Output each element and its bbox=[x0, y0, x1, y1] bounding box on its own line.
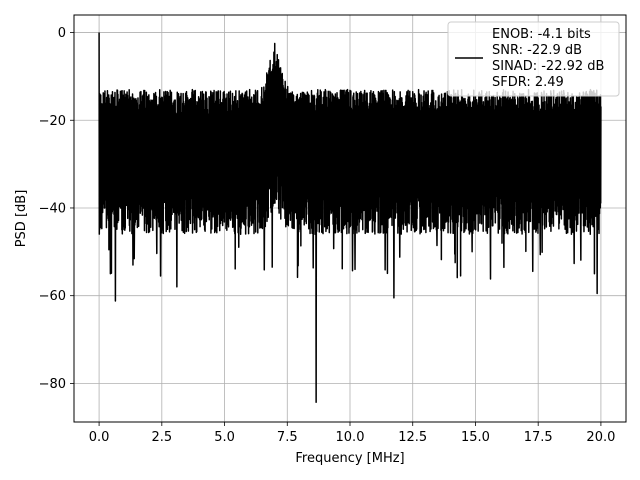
y-tick-label: −80 bbox=[39, 377, 66, 392]
x-tick-label: 0.0 bbox=[89, 430, 110, 445]
legend-entry-sfdr: SFDR: 2.49 bbox=[492, 75, 564, 90]
y-tick-label: −20 bbox=[39, 114, 66, 129]
x-axis-ticks: 0.0 2.5 5.0 7.5 10.0 12.5 15.0 17.5 20.0 bbox=[89, 422, 615, 445]
x-tick-label: 5.0 bbox=[214, 430, 235, 445]
y-axis-ticks: 0 −20 −40 −60 −80 bbox=[39, 26, 74, 392]
x-axis-label: Frequency [MHz] bbox=[295, 451, 404, 466]
psd-series-line bbox=[98, 32, 602, 404]
legend-entry-enob: ENOB: -4.1 bits bbox=[492, 27, 591, 42]
x-tick-label: 20.0 bbox=[586, 430, 615, 445]
x-tick-label: 17.5 bbox=[524, 430, 553, 445]
legend-entry-snr: SNR: -22.9 dB bbox=[492, 43, 582, 58]
x-tick-label: 15.0 bbox=[461, 430, 490, 445]
y-tick-label: −40 bbox=[39, 201, 66, 216]
y-tick-label: 0 bbox=[58, 26, 66, 41]
y-tick-label: −60 bbox=[39, 289, 66, 304]
legend: ENOB: -4.1 bits SNR: -22.9 dB SINAD: -22… bbox=[447, 21, 620, 97]
legend-box bbox=[447, 21, 620, 97]
x-tick-label: 10.0 bbox=[336, 430, 365, 445]
x-tick-label: 12.5 bbox=[398, 430, 427, 445]
plot-area bbox=[98, 32, 602, 404]
legend-entry-sinad: SINAD: -22.92 dB bbox=[492, 59, 604, 74]
x-tick-label: 2.5 bbox=[151, 430, 172, 445]
x-tick-label: 7.5 bbox=[277, 430, 298, 445]
y-axis-label: PSD [dB] bbox=[14, 190, 29, 248]
